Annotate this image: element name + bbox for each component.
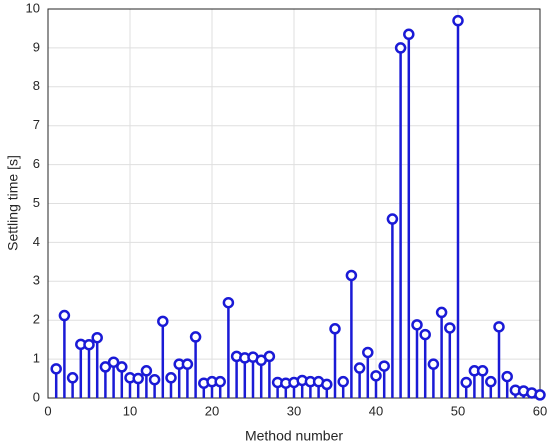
stem-marker <box>83 338 95 351</box>
stem-marker <box>378 360 390 372</box>
stem-marker <box>460 376 472 389</box>
x-axis-title: Method number <box>245 428 343 444</box>
y-tick-label: 5 <box>33 195 40 210</box>
stem-marker <box>91 331 103 344</box>
stem-marker <box>116 361 128 373</box>
stem-marker <box>444 322 456 334</box>
stem-marker <box>50 363 62 375</box>
x-tick-label: 30 <box>287 403 301 418</box>
stem-marker <box>132 372 144 385</box>
x-tick-label: 10 <box>123 403 137 418</box>
x-tick-label: 20 <box>205 403 219 418</box>
stem-marker <box>411 319 423 331</box>
stem-marker <box>148 373 161 386</box>
stem-marker <box>345 269 358 282</box>
stem-marker <box>329 323 341 335</box>
stem-marker <box>501 370 513 383</box>
y-tick-label: 8 <box>33 78 40 93</box>
y-tick-label: 0 <box>33 389 40 404</box>
x-tick-label: 50 <box>451 403 465 418</box>
stem-marker <box>140 365 153 377</box>
y-tick-label: 4 <box>33 234 40 249</box>
stem-marker <box>353 362 366 374</box>
stem-marker <box>263 350 276 363</box>
y-tick-label: 9 <box>33 39 40 54</box>
stem-marker <box>362 346 374 359</box>
stem-marker <box>99 361 112 373</box>
stem-marker <box>435 306 448 319</box>
stem-marker <box>427 358 440 370</box>
x-tick-label: 0 <box>44 403 51 418</box>
x-tick-label: 40 <box>369 403 383 418</box>
y-tick-label: 3 <box>33 273 40 288</box>
stem-marker <box>189 331 202 343</box>
stem-marker <box>476 365 489 377</box>
stem-marker <box>370 370 382 382</box>
stem-marker <box>386 213 399 225</box>
stem-marker <box>534 389 546 401</box>
stem-marker <box>403 28 415 41</box>
x-tick-label: 60 <box>533 403 547 418</box>
y-tick-label: 10 <box>26 0 40 15</box>
y-tick-label: 7 <box>33 117 40 132</box>
stem-marker <box>66 372 79 384</box>
y-tick-label: 2 <box>33 312 40 327</box>
stem-marker <box>485 375 497 388</box>
stem-marker <box>493 321 505 333</box>
stem-marker <box>321 378 333 391</box>
stem-marker <box>58 309 71 322</box>
stem-marker <box>157 315 169 328</box>
stem-marker <box>181 358 194 370</box>
y-tick-label: 1 <box>33 351 40 366</box>
stem-marker <box>165 372 177 384</box>
stem-marker <box>337 375 349 388</box>
stem-marker <box>419 328 431 341</box>
stem-marker <box>452 14 464 27</box>
y-tick-label: 6 <box>33 156 40 171</box>
stem-marker <box>107 356 120 368</box>
stem-marker <box>394 42 407 54</box>
y-axis-title: Settling time [s] <box>5 155 21 251</box>
stem-marker <box>214 375 226 388</box>
stem-marker <box>222 296 235 309</box>
